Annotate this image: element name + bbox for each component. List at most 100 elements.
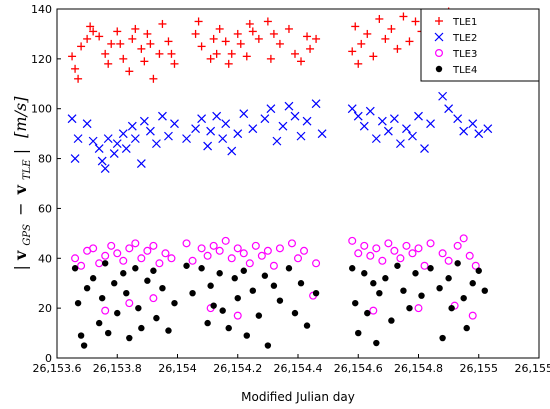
y-tick-label: 140 <box>31 3 52 16</box>
point-tle3-43 <box>384 239 393 248</box>
point-tle4-59 <box>400 287 407 294</box>
marker-shape <box>418 292 425 299</box>
marker-shape <box>360 241 369 250</box>
marker-shape <box>439 334 446 342</box>
legend-marker-tle3 <box>435 48 444 57</box>
x-tick-label: 26,154 <box>158 362 197 375</box>
marker-shape <box>144 277 151 284</box>
point-tle1-28 <box>194 17 203 26</box>
point-tle2-52 <box>396 139 405 149</box>
marker-shape <box>427 265 434 272</box>
marker-shape <box>269 261 278 270</box>
marker-shape <box>203 251 212 260</box>
point-tle1-37 <box>233 29 242 38</box>
point-tle2-32 <box>239 109 249 119</box>
point-tle4-69 <box>460 294 467 302</box>
marker-shape <box>435 65 443 73</box>
marker-shape <box>225 324 232 332</box>
point-tle3-8 <box>119 256 128 265</box>
point-tle3-30 <box>263 246 272 255</box>
marker-shape <box>471 261 480 270</box>
point-tle2-12 <box>121 144 131 154</box>
point-tle2-18 <box>151 139 161 149</box>
marker-shape <box>263 246 272 255</box>
point-tle1-40 <box>245 19 254 28</box>
point-tle2-4 <box>88 136 98 146</box>
marker-shape <box>102 260 109 267</box>
point-tle3-12 <box>143 246 152 255</box>
point-tle4-37 <box>249 287 257 294</box>
point-tle1-5 <box>86 22 95 31</box>
marker-stroke <box>121 144 131 154</box>
marker-stroke <box>88 136 98 146</box>
point-tle3-7 <box>113 249 122 258</box>
series-tle3 <box>71 234 480 320</box>
point-tle3-35 <box>300 246 309 255</box>
point-tle3-36 <box>312 259 321 268</box>
point-tle2-21 <box>170 119 179 129</box>
legend-label-tle4: TLE4 <box>452 65 477 76</box>
y-tick-label: 60 <box>38 202 52 215</box>
legend-entry-tle2: TLE2 <box>434 32 477 44</box>
point-tle4-66 <box>445 275 452 282</box>
marker-shape <box>388 317 395 324</box>
point-tle4-50 <box>355 329 362 337</box>
y-tick-label: 20 <box>38 302 52 315</box>
point-tle3-39 <box>360 241 369 250</box>
marker-stroke <box>151 139 161 149</box>
marker-stroke <box>118 129 128 139</box>
marker-shape <box>209 241 218 250</box>
marker-shape <box>354 249 363 258</box>
point-tle2-14 <box>130 134 140 144</box>
marker-shape <box>402 241 411 250</box>
marker-shape <box>233 311 242 320</box>
marker-stroke <box>414 111 423 121</box>
x-tick-label: 26,154.8 <box>394 362 443 375</box>
y-title-bar-right: | <box>11 149 30 154</box>
marker-shape <box>125 244 134 253</box>
marker-shape <box>369 306 378 315</box>
point-tle2-60 <box>453 114 463 124</box>
point-tle4-3 <box>80 342 88 349</box>
marker-stroke <box>145 126 155 136</box>
marker-shape <box>215 246 224 255</box>
point-tle1-50 <box>303 32 312 41</box>
point-tle3-54 <box>459 234 468 243</box>
point-tle4-21 <box>159 285 166 292</box>
marker-shape <box>159 285 166 292</box>
point-tle4-63 <box>427 265 434 272</box>
point-tle3-53 <box>453 241 462 250</box>
marker-shape <box>384 239 393 248</box>
marker-stroke <box>203 141 213 151</box>
point-tle2-59 <box>444 104 454 114</box>
marker-shape <box>465 251 474 260</box>
y-title-sub-tle: TLE <box>22 159 33 180</box>
point-tle1-31 <box>209 34 218 43</box>
marker-shape <box>219 307 226 314</box>
point-tle4-29 <box>210 302 217 309</box>
marker-shape <box>251 241 260 250</box>
point-tle2-55 <box>414 111 423 121</box>
marker-shape <box>245 259 254 268</box>
legend-marker-tle4 <box>435 65 443 73</box>
point-tle3-47 <box>408 249 417 258</box>
y-tick-label: 100 <box>31 103 52 116</box>
marker-shape <box>83 285 91 292</box>
point-tle1-54 <box>351 22 360 31</box>
point-tle1-11 <box>113 27 122 36</box>
legend-label-tle2: TLE2 <box>452 33 477 44</box>
point-tle3-15 <box>161 249 170 258</box>
point-tle3-29 <box>257 251 266 260</box>
point-tle3-28 <box>251 241 260 250</box>
marker-shape <box>463 324 470 332</box>
point-tle4-22 <box>165 327 172 334</box>
point-tle3-22 <box>215 246 224 255</box>
point-tle3-64 <box>468 311 477 320</box>
marker-shape <box>125 299 134 308</box>
marker-shape <box>89 244 98 253</box>
point-tle4-31 <box>219 307 226 314</box>
marker-shape <box>120 270 127 277</box>
point-tle1-65 <box>411 17 420 26</box>
marker-shape <box>444 256 453 265</box>
